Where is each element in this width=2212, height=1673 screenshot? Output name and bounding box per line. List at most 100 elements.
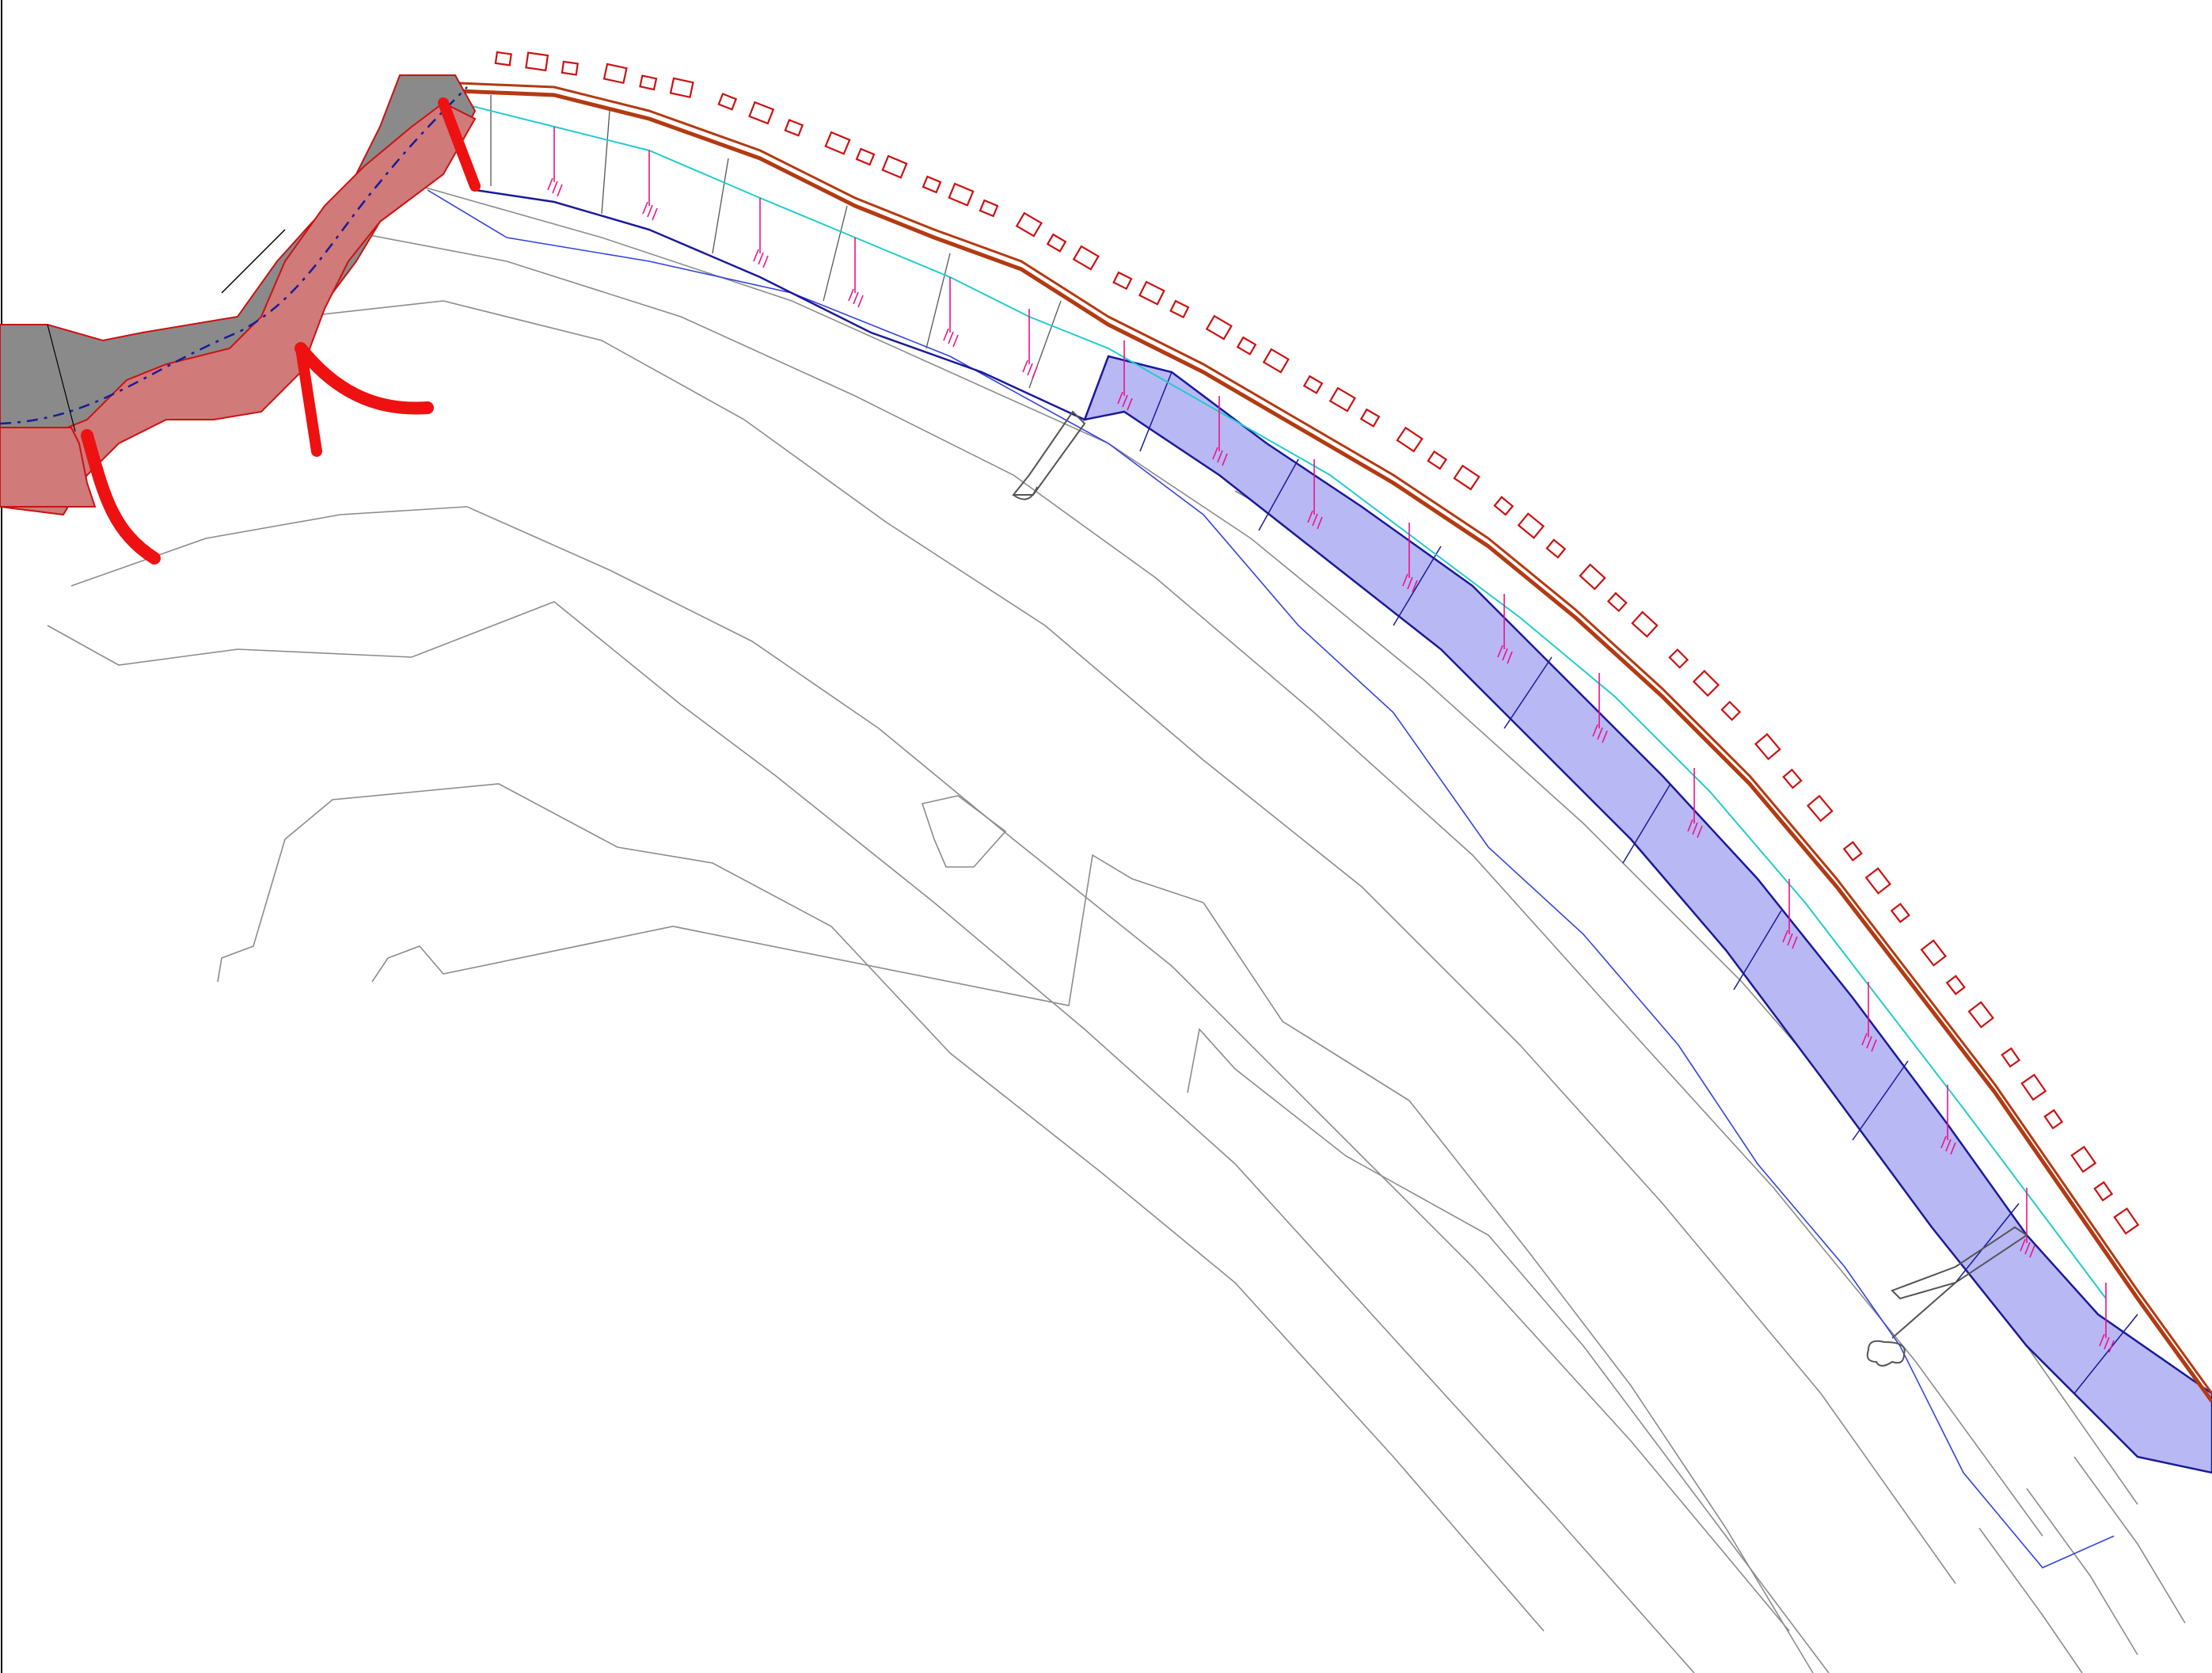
building-footprint: [1072, 245, 1100, 271]
survey-marker-tick: [1412, 580, 1418, 593]
building-footprint: [1205, 314, 1233, 340]
survey-marker-tick: [943, 328, 949, 341]
building-footprint: [1359, 408, 1381, 428]
survey-marker-tick: [1122, 394, 1128, 408]
cross-section-line: [601, 110, 610, 215]
building-footprint: [1842, 841, 1863, 862]
building-footprint: [1138, 280, 1165, 306]
building-footprint: [2113, 1207, 2140, 1235]
building-footprint: [561, 60, 579, 76]
building-footprint: [2093, 1181, 2114, 1202]
building-footprint: [1015, 211, 1043, 238]
western-beach-boundary: [474, 188, 1085, 421]
survey-marker-tick: [1866, 1036, 1872, 1049]
survey-marker-tick: [758, 252, 764, 265]
building-footprint: [948, 182, 975, 207]
survey-marker-tick: [1861, 1032, 1868, 1046]
building-footprint: [669, 77, 694, 99]
survey-marker-tick: [1787, 933, 1793, 946]
building-footprint: [494, 51, 512, 67]
cross-section-line: [2073, 1314, 2138, 1394]
building-footprint: [1453, 464, 1480, 491]
survey-marker-tick: [2020, 1238, 2026, 1252]
western-cross-sections: [490, 95, 1062, 389]
survey-marker-tick: [762, 255, 769, 268]
building-footprint: [1236, 336, 1257, 356]
cross-section-lines: [1139, 371, 2138, 1394]
harbour-channel-centerline: [0, 86, 468, 425]
building-footprint: [1493, 496, 1515, 516]
pier-west: [1011, 410, 1086, 496]
cross-section-line: [1503, 656, 1553, 729]
survey-marker-tick: [1692, 822, 1698, 835]
survey-marker-tick: [1782, 930, 1788, 943]
building-footprint: [1920, 939, 1947, 967]
harbour-hatched-revetment: [0, 101, 477, 516]
building-footprint: [1945, 975, 1966, 996]
building-footprint: [1112, 271, 1133, 291]
contour-line: [1978, 1527, 2083, 1673]
survey-marker-tick: [1317, 516, 1323, 530]
piers: [1011, 410, 2028, 1367]
survey-marker-tick: [753, 249, 759, 262]
survey-marker-tick: [647, 204, 653, 218]
building-footprint: [1890, 903, 1910, 924]
survey-marker-tick: [1117, 391, 1123, 405]
building-footprint: [1169, 299, 1190, 319]
pier-east-stem: [1891, 1282, 1956, 1339]
contour-line: [2026, 1488, 2138, 1656]
breakwaters: [81, 97, 481, 565]
building-footprint: [1328, 386, 1356, 413]
building-footprint: [1606, 591, 1628, 613]
building-footprint: [717, 93, 738, 111]
survey-marker-tick: [1502, 648, 1508, 661]
building-footprint: [2001, 1047, 2021, 1068]
survey-marker-tick: [2099, 1333, 2105, 1347]
survey-marker-tick: [1697, 825, 1703, 838]
building-footprint: [784, 119, 804, 137]
pier-east-head: [1866, 1340, 1906, 1367]
building-footprint: [1967, 1001, 1994, 1029]
harbour-lower-hatched: [0, 427, 97, 508]
building-footprint: [1754, 732, 1781, 761]
building-footprint: [1720, 700, 1742, 721]
building-footprint: [2020, 1073, 2047, 1101]
survey-marker-tick: [853, 291, 859, 305]
building-footprint: [1302, 375, 1324, 394]
survey-markers: [547, 127, 2115, 1353]
survey-marker-tick: [1402, 573, 1408, 587]
building-footprint: [881, 154, 908, 179]
promenade-outer-edge: [458, 89, 2212, 1403]
cross-section-line: [1139, 371, 1173, 452]
survey-marker-tick: [1940, 1135, 1947, 1149]
survey-marker-tick: [1602, 730, 1608, 743]
building-footprint: [922, 175, 942, 194]
survey-marker-tick: [1407, 576, 1413, 590]
building-footprint: [1046, 233, 1067, 253]
harbour-edge-line: [47, 324, 76, 432]
survey-marker-tick: [948, 331, 954, 344]
survey-marker-tick: [1497, 644, 1503, 658]
building-footprint: [1631, 610, 1659, 638]
building-footprint: [748, 101, 775, 125]
survey-marker-tick: [857, 295, 864, 308]
survey-marker-tick: [2108, 1340, 2115, 1353]
building-footprint: [979, 199, 999, 218]
contour-line: [217, 783, 1545, 1632]
building-footprint: [2043, 1108, 2064, 1130]
survey-marker-tick: [642, 201, 648, 215]
survey-marker-tick: [652, 207, 658, 221]
survey-marker-tick: [1507, 651, 1513, 664]
survey-marker-tick: [2029, 1245, 2035, 1258]
survey-marker-tick: [1312, 513, 1318, 527]
contour-line: [2073, 1456, 2186, 1624]
building-footprint: [855, 147, 876, 166]
building-footprint: [1427, 450, 1448, 470]
survey-marker-tick: [848, 288, 854, 302]
survey-marker-tick: [1127, 397, 1133, 411]
water-line: [427, 189, 2115, 1568]
building-footprint: [1262, 348, 1290, 374]
promenade: [458, 82, 2212, 1403]
